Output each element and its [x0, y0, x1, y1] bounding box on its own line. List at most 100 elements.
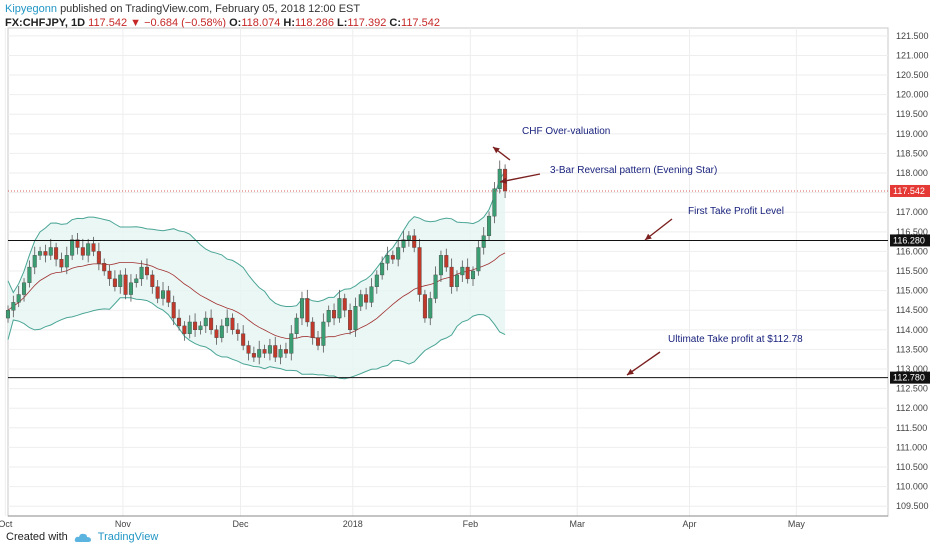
annotation-arrow-icon: [499, 173, 541, 184]
annotation-text: 3-Bar Reversal pattern (Evening Star): [550, 165, 717, 176]
candle-body: [267, 345, 272, 354]
candle-body: [476, 247, 481, 272]
y-tick-label: 115.000: [896, 286, 928, 296]
candle-body: [91, 243, 96, 252]
candle-body: [86, 243, 91, 256]
candle: [209, 309, 214, 335]
candle: [230, 313, 235, 335]
x-tick-label: Dec: [232, 519, 249, 529]
ohlc-line: FX:CHFJPY, 1D 117.542 ▼ −0.684 (−0.58%) …: [5, 16, 440, 30]
candle-body: [337, 298, 342, 319]
annotation-text: Ultimate Take profit at $112.78: [668, 334, 803, 345]
candle: [487, 211, 492, 241]
y-tick-label: 116.500: [896, 227, 928, 237]
candle-body: [385, 255, 390, 264]
candles: [5, 160, 508, 365]
candle-body: [144, 266, 149, 276]
candle-body: [257, 349, 262, 358]
y-tick-label: 111.500: [896, 423, 927, 433]
candle: [278, 344, 283, 365]
price-change: −0.684 (−0.58%): [144, 17, 227, 29]
candle-body: [262, 349, 267, 354]
candle-body: [454, 274, 459, 287]
candle: [128, 274, 133, 302]
candle: [219, 319, 224, 343]
close-label: C:: [389, 17, 402, 29]
candle: [5, 305, 10, 323]
candle: [262, 344, 267, 359]
candle-body: [54, 247, 59, 260]
x-tick-label: Nov: [115, 519, 132, 529]
candle-body: [16, 294, 21, 303]
candle: [43, 244, 48, 263]
candle-body: [235, 329, 240, 334]
high-value: 118.286: [294, 17, 334, 29]
x-tick-label: 2018: [343, 519, 363, 529]
bollinger-upper: [7, 170, 506, 307]
candle-body: [209, 317, 214, 331]
candle-body: [214, 329, 219, 338]
y-tick-label: 116.000: [896, 246, 928, 256]
candle-body: [128, 282, 133, 295]
candle: [305, 289, 310, 327]
candle-body: [75, 239, 80, 248]
candle-body: [444, 255, 449, 268]
annotation-arrow-icon: [644, 218, 673, 241]
candle: [257, 340, 262, 365]
level-price-label: 112.780: [893, 373, 925, 383]
candle: [422, 289, 427, 323]
open-label: O:: [229, 17, 242, 29]
candle-body: [401, 239, 406, 248]
candle: [171, 295, 176, 326]
candle: [235, 323, 240, 341]
candle: [161, 281, 166, 306]
x-tick-label: May: [788, 519, 806, 529]
candle-body: [155, 286, 160, 299]
high-label: H:: [283, 17, 295, 29]
candle-body: [321, 321, 326, 346]
candle: [396, 240, 401, 267]
candle: [75, 232, 80, 255]
candle-body: [492, 188, 497, 217]
candle-body: [43, 251, 48, 256]
candle-body: [369, 286, 374, 303]
candle: [251, 346, 256, 362]
candle-body: [326, 310, 331, 323]
y-tick-label: 110.000: [896, 482, 928, 492]
tradingview-brand[interactable]: TradingView: [97, 531, 159, 543]
y-tick-label: 110.500: [896, 462, 928, 472]
y-tick-label: 118.500: [896, 148, 928, 158]
y-tick-label: 120.000: [896, 90, 929, 100]
candle: [299, 291, 304, 326]
candle-body: [22, 282, 27, 295]
author-link[interactable]: Kipyegonn: [5, 3, 57, 15]
candle: [193, 313, 198, 337]
publish-line: Kipyegonn published on TradingView.com, …: [5, 2, 440, 16]
candle: [64, 246, 69, 275]
candle-body: [342, 298, 347, 311]
candle-body: [294, 317, 299, 334]
candle-body: [428, 298, 433, 319]
last-price: 117.542: [88, 17, 128, 29]
candle: [406, 231, 411, 247]
y-tick-label: 109.500: [896, 501, 929, 511]
candle-body: [70, 239, 75, 256]
candle-body: [27, 266, 32, 283]
candle-body: [251, 353, 256, 358]
candle: [38, 246, 43, 261]
candle: [342, 293, 347, 318]
annotation-text: CHF Over-valuation: [522, 126, 610, 137]
candle: [454, 270, 459, 292]
candle: [390, 250, 395, 264]
candle: [177, 309, 182, 331]
candle-body: [310, 321, 315, 338]
candle-body: [364, 294, 369, 303]
candle: [310, 317, 315, 345]
y-tick-label: 112.000: [896, 403, 928, 413]
candle-body: [246, 345, 251, 354]
candle: [348, 303, 353, 335]
candle: [22, 278, 27, 302]
candle-body: [332, 310, 337, 319]
y-tick-label: 112.500: [896, 384, 928, 394]
